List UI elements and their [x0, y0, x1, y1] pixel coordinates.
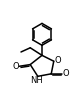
- Text: O: O: [62, 69, 69, 78]
- Text: NH: NH: [31, 76, 43, 85]
- Text: O: O: [13, 62, 19, 71]
- Text: O: O: [55, 56, 61, 65]
